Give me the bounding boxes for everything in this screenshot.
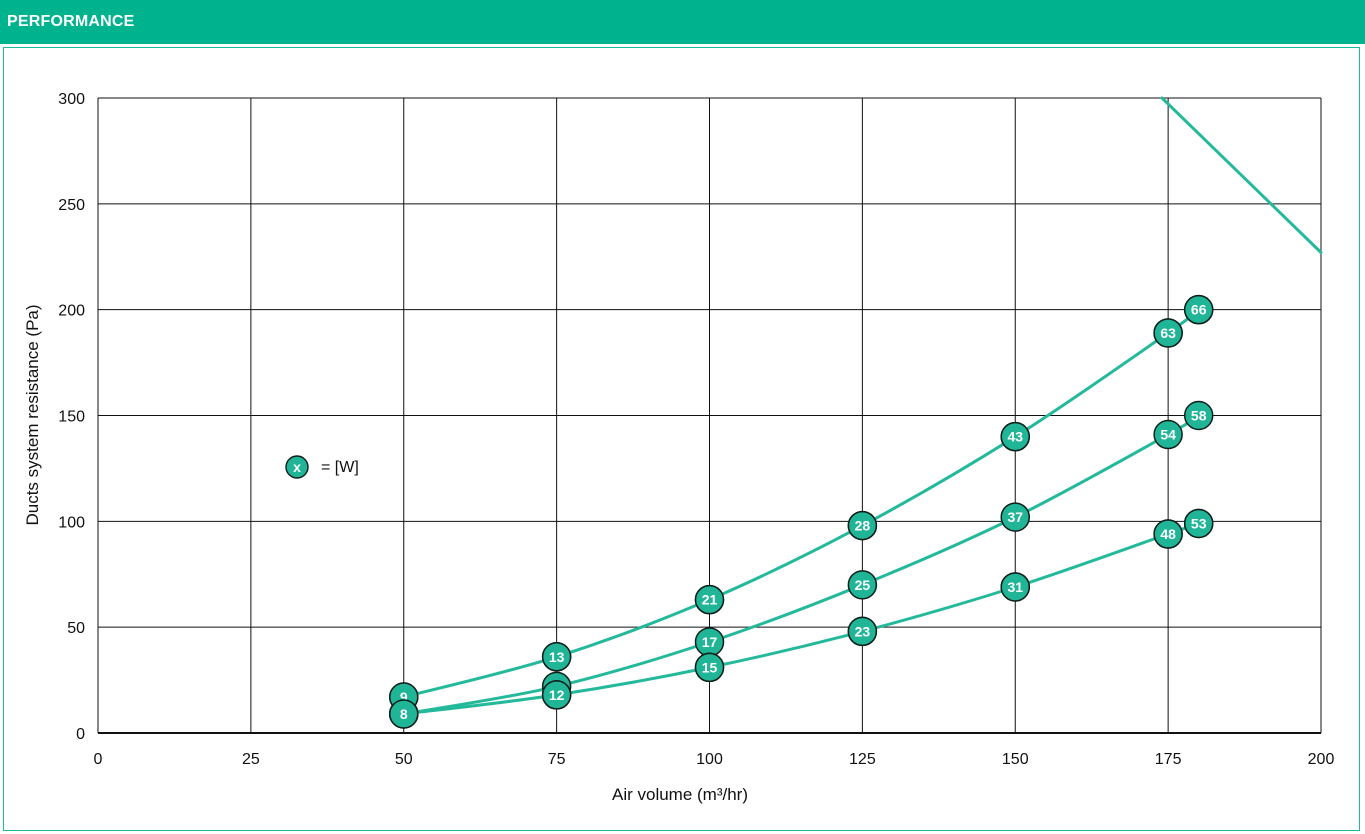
y-tick-label: 250: [58, 197, 85, 214]
y-tick-label: 200: [58, 303, 85, 320]
x-tick-label: 25: [242, 751, 260, 768]
data-point-marker: [1000, 572, 1030, 602]
data-point-label: 12: [549, 687, 565, 703]
x-tick-label: 125: [849, 751, 876, 768]
legend-marker: [285, 455, 309, 479]
data-point-label: 58: [1191, 408, 1207, 424]
y-tick-label: 0: [76, 726, 85, 743]
legend: x = [W]: [285, 455, 359, 479]
x-tick-label: 100: [696, 751, 723, 768]
data-point-marker: [1000, 421, 1030, 452]
y-tick-label: 100: [58, 514, 85, 531]
legend-text: = [W]: [321, 459, 359, 476]
data-point-label: 8: [400, 706, 408, 722]
data-point-label: 23: [855, 623, 871, 639]
y-tick-label: 50: [67, 620, 85, 637]
data-point-label: 21: [702, 592, 718, 608]
data-point-label: 28: [855, 518, 871, 534]
data-point-marker: [694, 584, 725, 615]
data-point-marker: [847, 510, 878, 541]
x-tick-label: 150: [1002, 751, 1029, 768]
data-point-marker: [1153, 318, 1183, 348]
data-point-marker: [1153, 519, 1183, 549]
data-point-label: 9: [400, 689, 408, 705]
data-point-marker: [389, 699, 419, 729]
data-point-marker: [541, 680, 572, 710]
data-point-label: 53: [1191, 515, 1207, 531]
data-point-marker: [847, 616, 878, 647]
data-point-label: 25: [855, 577, 871, 593]
section-title: PERFORMANCE: [7, 13, 135, 30]
data-point-label: 43: [1007, 429, 1023, 445]
data-point-marker: [1183, 294, 1214, 325]
section-header: PERFORMANCE: [0, 0, 1365, 45]
series-line-4: [1160, 96, 1323, 254]
data-point-label: 66: [1191, 302, 1207, 318]
grid-layer: [97, 97, 1322, 734]
x-axis-title: Air volume (m³/hr): [612, 785, 748, 804]
data-point-marker: [694, 652, 725, 683]
data-point-marker: [1183, 400, 1214, 431]
marker-layer: 9132128436366172537545881215233148539132…: [389, 294, 1214, 729]
data-point-marker: [1153, 419, 1183, 450]
data-point-label: 54: [1160, 427, 1176, 443]
tick-labels: 0 25 50 75 100 125 150 175 200 0 50 100 150 200 250 300: [58, 91, 1334, 768]
data-point-marker: [1183, 508, 1214, 539]
data-point-marker: [1000, 502, 1030, 532]
data-point-label: 63: [1160, 325, 1176, 341]
data-point-label: 48: [1160, 526, 1176, 542]
x-tick-label: 200: [1308, 751, 1335, 768]
data-point-label: 37: [1007, 509, 1023, 525]
data-point-label: 13: [549, 649, 565, 665]
legend-marker-label: x: [293, 459, 301, 475]
data-point-label: 17: [702, 634, 718, 650]
y-axis-title: Ducts system resistance (Pa): [23, 304, 42, 525]
y-tick-label: 150: [58, 409, 85, 426]
x-tick-label: 75: [548, 751, 566, 768]
data-point-marker: [847, 570, 878, 600]
data-point-label: 31: [1007, 579, 1023, 595]
x-tick-label: 175: [1155, 751, 1182, 768]
data-point-label: 15: [702, 659, 718, 675]
x-tick-label: 0: [94, 751, 103, 768]
chart-panel: [3, 47, 1360, 831]
data-point-marker: [541, 642, 572, 672]
y-tick-label: 300: [58, 91, 85, 108]
x-tick-label: 50: [395, 751, 413, 768]
series-line-1: [402, 308, 1201, 699]
series-line-3: [402, 522, 1201, 716]
